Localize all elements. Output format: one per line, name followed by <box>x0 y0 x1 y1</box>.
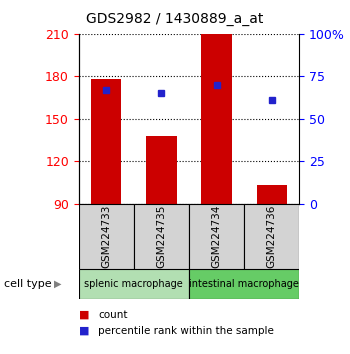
Text: ■: ■ <box>79 310 89 320</box>
Text: cell type: cell type <box>4 279 51 289</box>
Bar <box>257 185 287 204</box>
Text: GDS2982 / 1430889_a_at: GDS2982 / 1430889_a_at <box>86 12 264 27</box>
Bar <box>79 204 134 269</box>
Text: GSM224734: GSM224734 <box>211 205 222 268</box>
Bar <box>244 204 299 269</box>
Text: percentile rank within the sample: percentile rank within the sample <box>98 326 274 336</box>
Bar <box>91 79 121 204</box>
Bar <box>189 204 244 269</box>
Text: GSM224736: GSM224736 <box>267 205 277 268</box>
Text: GSM224733: GSM224733 <box>101 205 111 268</box>
Text: ▶: ▶ <box>54 279 62 289</box>
Text: count: count <box>98 310 127 320</box>
Bar <box>79 269 189 299</box>
Text: GSM224735: GSM224735 <box>156 205 167 268</box>
Text: intestinal macrophage: intestinal macrophage <box>189 279 299 289</box>
Bar <box>189 269 299 299</box>
Bar <box>146 136 177 204</box>
Bar <box>134 204 189 269</box>
Text: splenic macrophage: splenic macrophage <box>84 279 183 289</box>
Bar <box>201 34 232 204</box>
Text: ■: ■ <box>79 326 89 336</box>
